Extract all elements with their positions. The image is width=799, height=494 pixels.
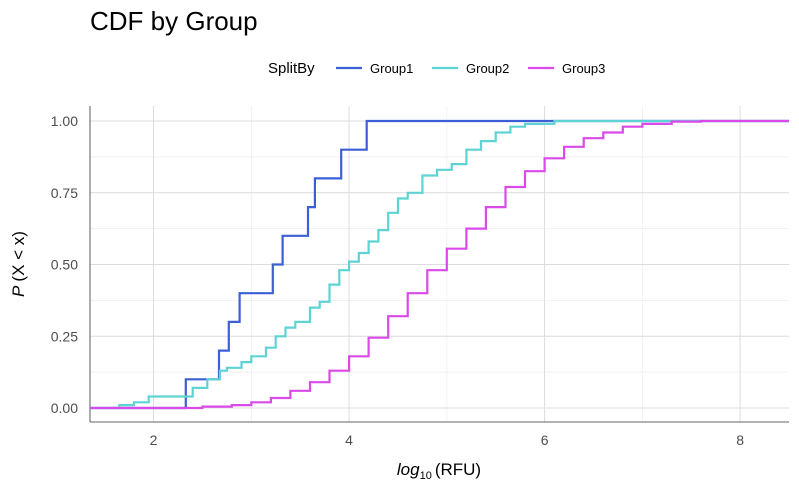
y-tick-label: 0.25	[51, 328, 78, 344]
tick-labels: 2 4 6 8 0.00 0.25 0.50 0.75 1.00	[51, 113, 744, 448]
legend-label-group3: Group3	[562, 61, 605, 76]
series-line-group2	[90, 119, 789, 410]
series-line-group1	[90, 119, 789, 410]
y-axis-label-rest: (X < x)	[9, 231, 28, 282]
x-tick-label: 8	[736, 432, 744, 448]
x-axis-label-subscript: 10	[420, 470, 432, 482]
y-axis-label: P (X < x)	[9, 231, 28, 297]
series-lines	[90, 119, 789, 410]
legend-items: Group1 Group2 Group3	[336, 61, 605, 76]
legend-title: SplitBy	[268, 60, 315, 77]
x-axis-label-prefix: log	[397, 460, 420, 479]
y-axis-label-italic: P	[9, 285, 28, 297]
legend-label-group1: Group1	[370, 61, 413, 76]
y-tick-label: 0.00	[51, 400, 78, 416]
x-axis-label: log10 (RFU)	[397, 460, 481, 482]
x-tick-label: 4	[345, 432, 353, 448]
chart-title: CDF by Group	[90, 6, 258, 36]
x-axis-label-suffix: (RFU)	[435, 460, 481, 479]
grid	[89, 106, 789, 423]
x-tick-label: 6	[541, 432, 549, 448]
y-tick-label: 0.75	[51, 185, 78, 201]
y-tick-label: 1.00	[51, 113, 78, 129]
x-tick-label: 2	[150, 432, 158, 448]
legend: SplitBy Group1 Group2 Group3	[268, 60, 605, 77]
y-tick-label: 0.50	[51, 257, 78, 273]
legend-label-group2: Group2	[466, 61, 509, 76]
series-line-group3	[90, 119, 789, 410]
